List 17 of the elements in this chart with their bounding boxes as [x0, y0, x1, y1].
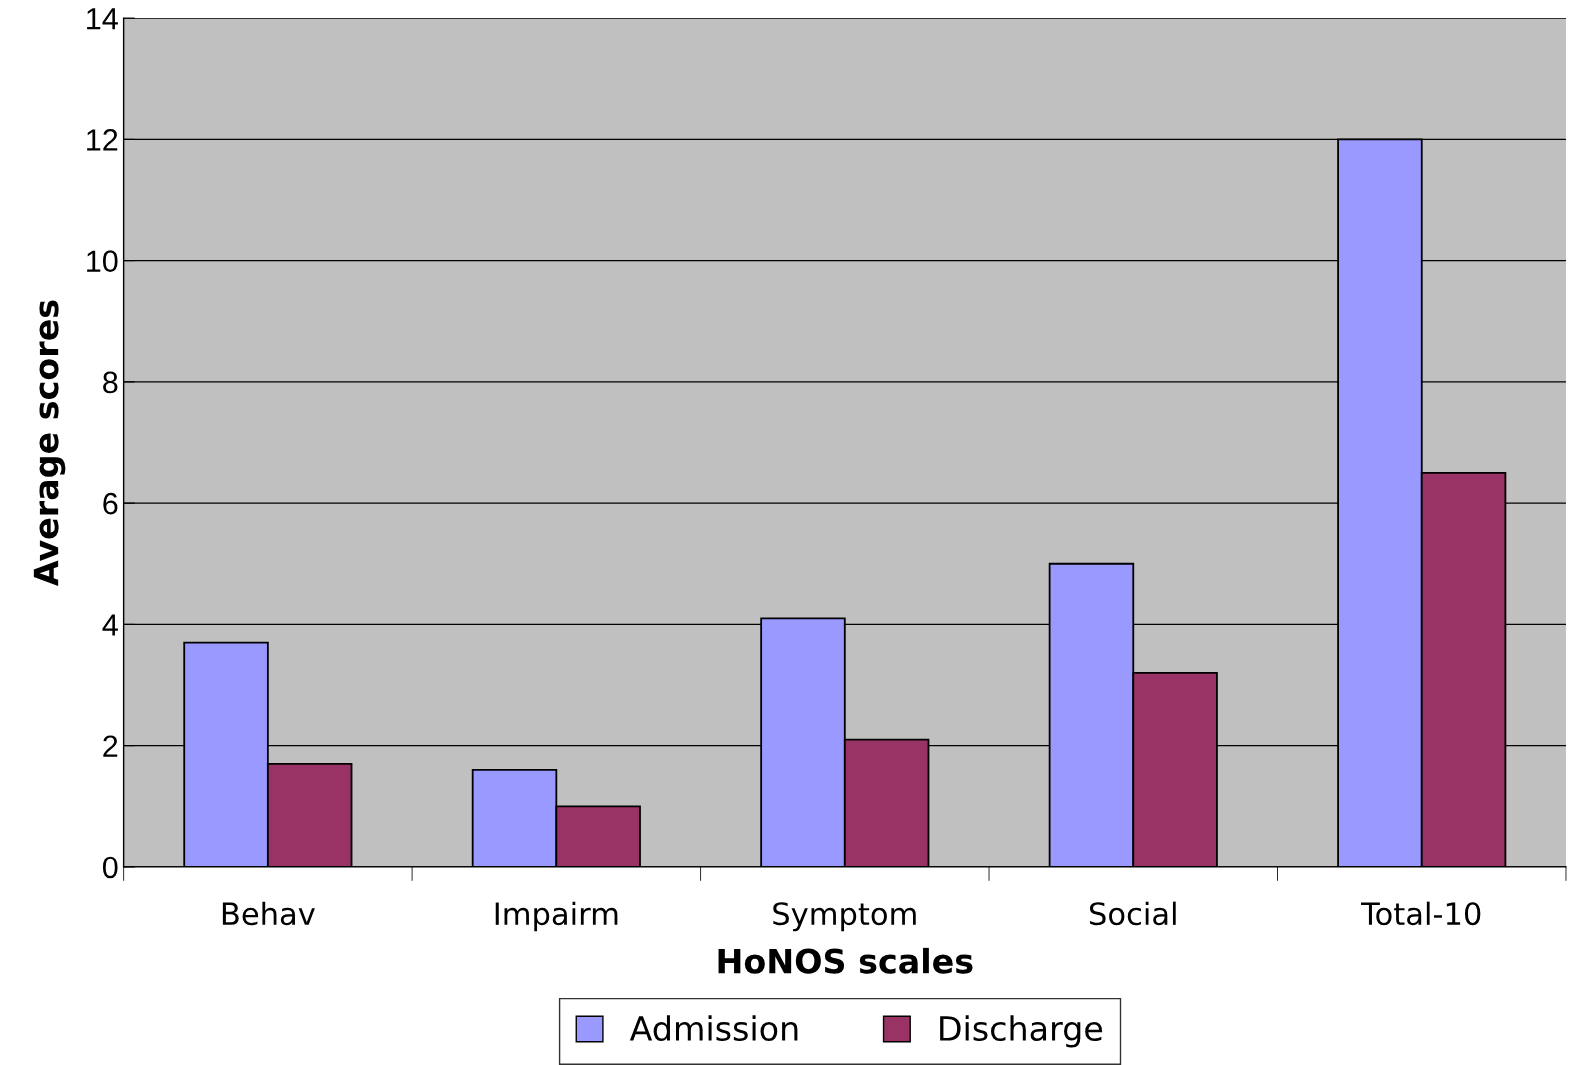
y-tick-label: 10 [87, 250, 118, 272]
x-axis-title: HoNOS scales [718, 947, 973, 974]
x-tick-label: Total-10 [1361, 901, 1481, 926]
y-axis-title: Average scores [33, 300, 66, 586]
y-tick-label: 6 [103, 492, 118, 515]
x-tick-label: Behav [222, 901, 315, 926]
y-tick-label: 0 [102, 856, 118, 879]
x-tick-label: Social [1089, 901, 1176, 926]
y-tick-label: 14 [87, 8, 118, 30]
y-tick-label: 12 [87, 129, 118, 151]
x-tick-label: Impairm [495, 901, 618, 932]
y-tick-label: 8 [103, 371, 118, 394]
y-tick-label: 2 [103, 735, 118, 757]
x-tick-label: Symptom [773, 902, 916, 932]
legend-label: Admission [629, 1015, 798, 1042]
legend-label: Discharge [940, 1015, 1103, 1048]
y-tick-label: 4 [102, 614, 118, 636]
